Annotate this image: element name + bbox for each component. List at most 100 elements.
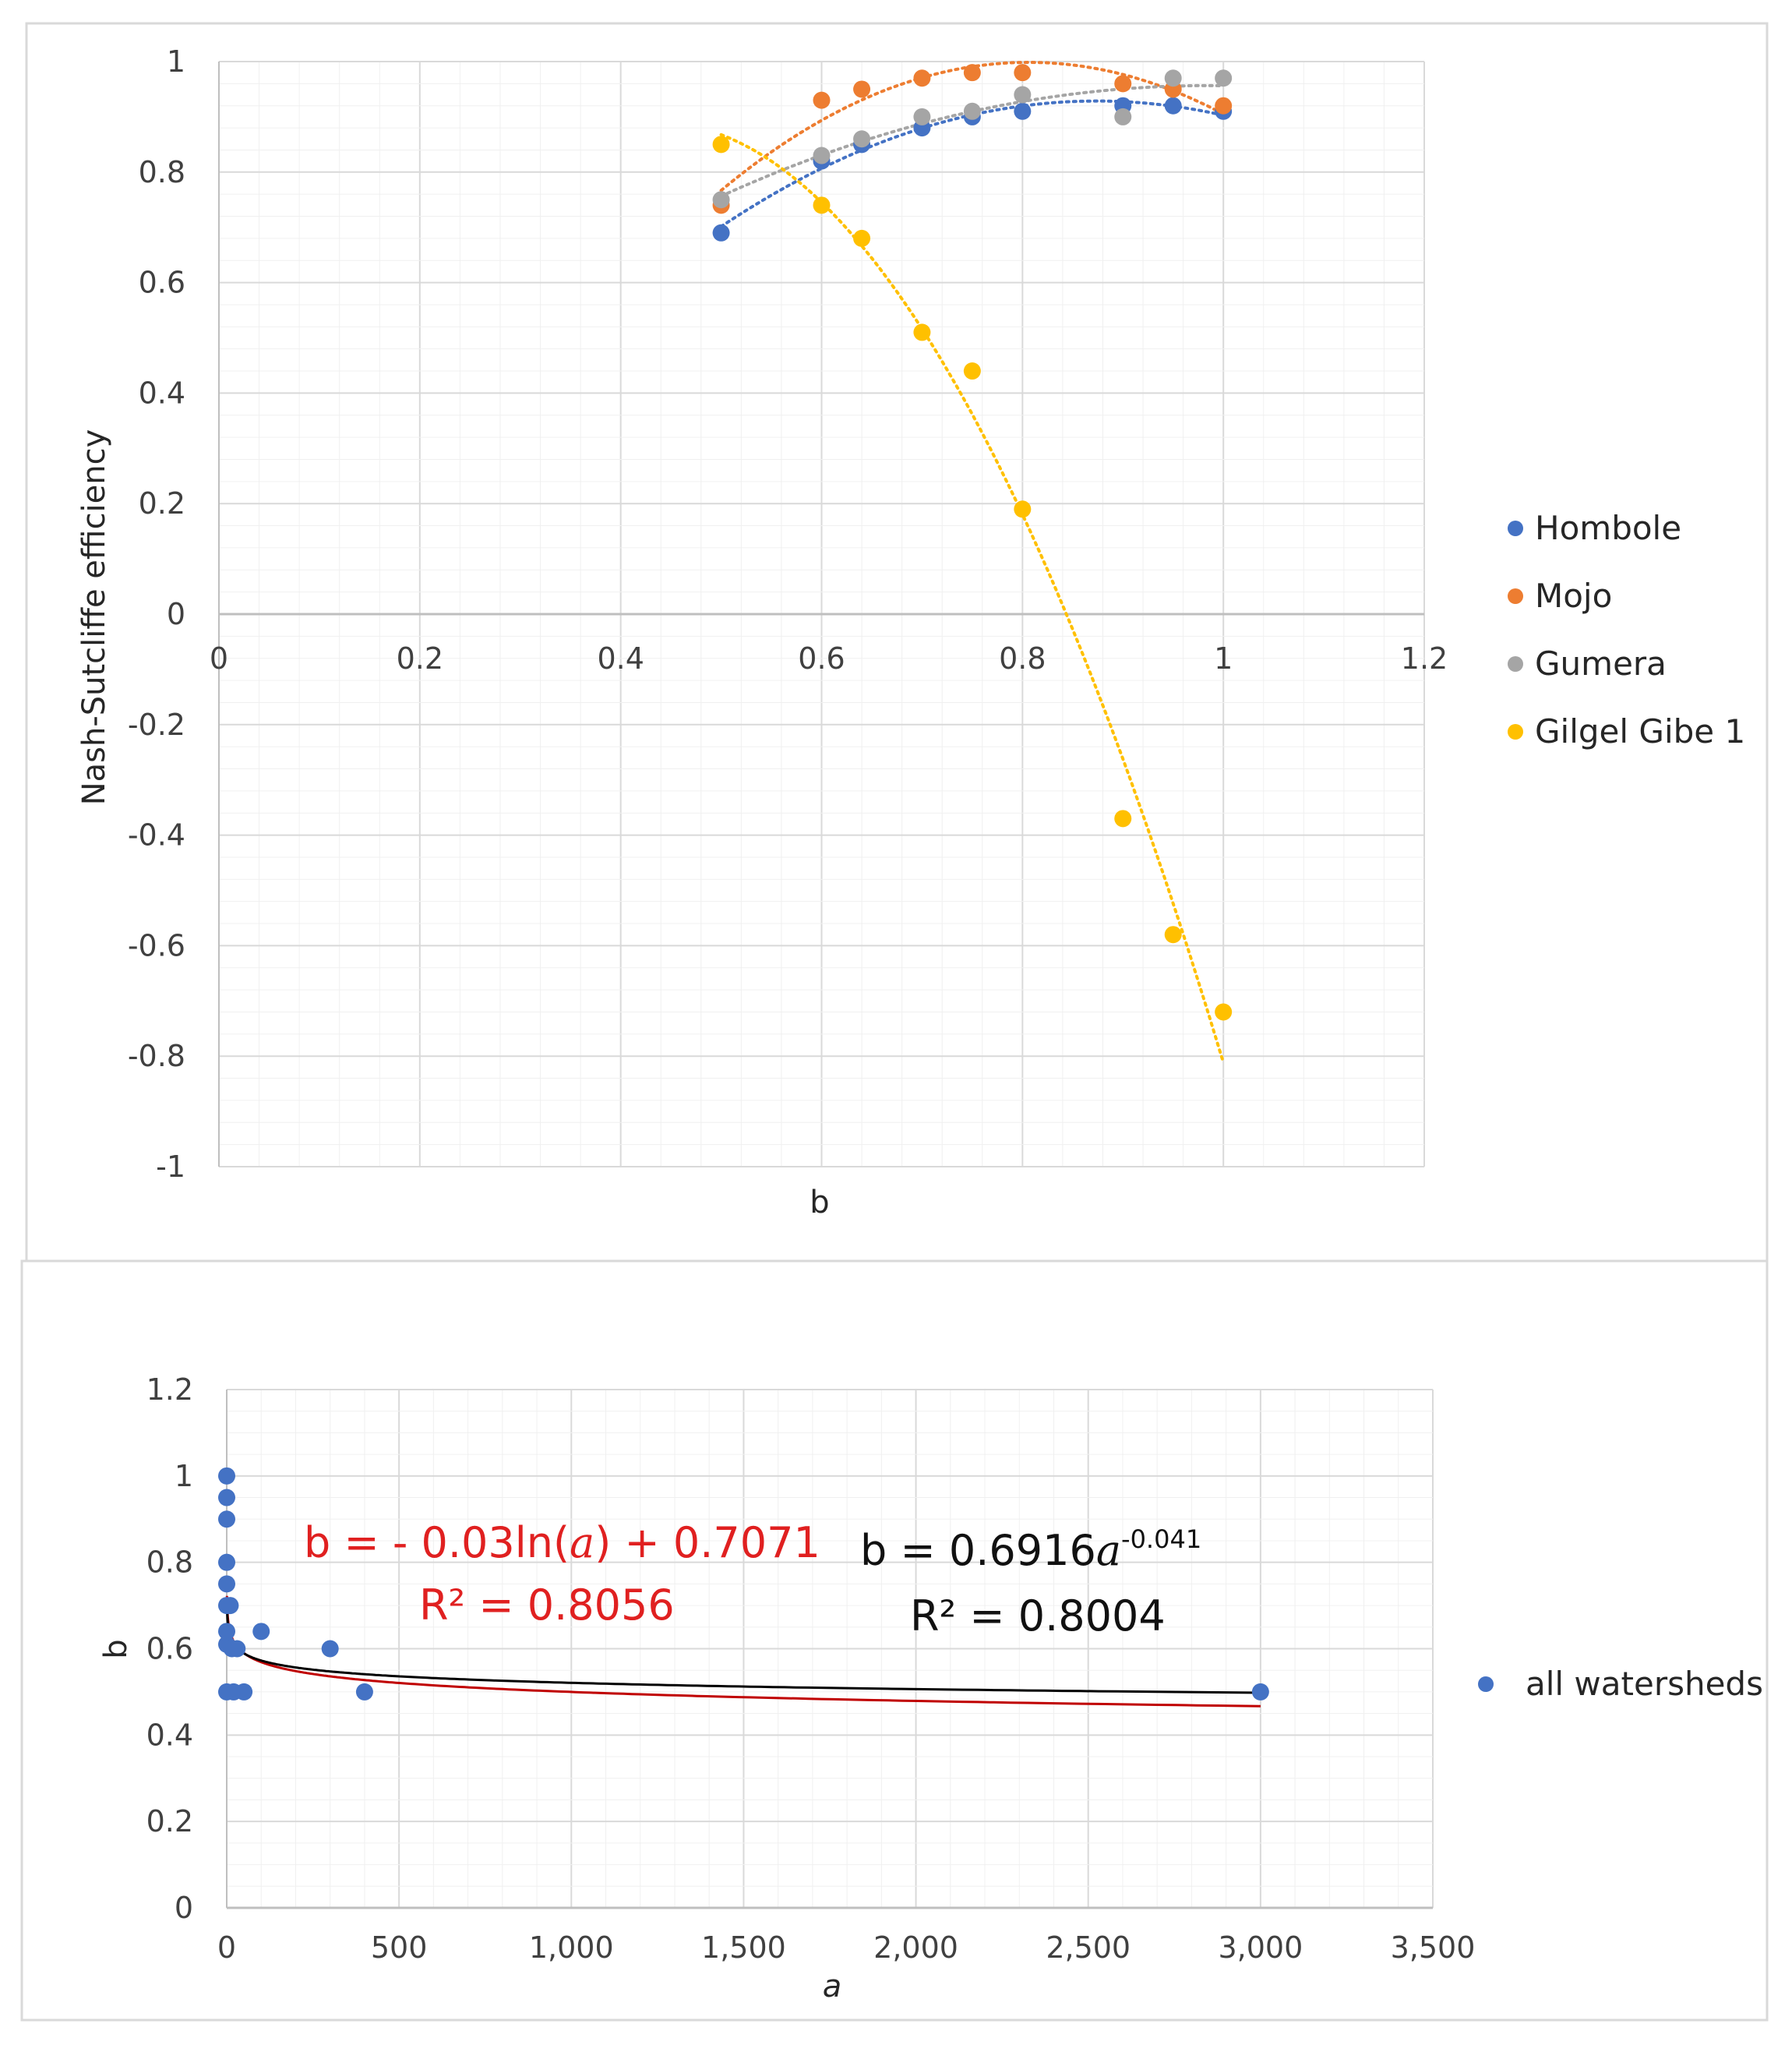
chart2-point: [252, 1623, 270, 1641]
chart2-point: [355, 1683, 373, 1701]
chart1-legend-marker: [1508, 724, 1523, 740]
chart1-y-axis-title: Nash-Sutcliffe efficiency: [76, 429, 112, 806]
chart2-point: [235, 1683, 253, 1701]
chart1-point-gumera: [1215, 69, 1233, 87]
bottom-panel-frame: [20, 1259, 1769, 2022]
chart1-point-gumera: [813, 147, 831, 164]
chart1-point-gumera: [913, 108, 931, 125]
chart2-point: [218, 1575, 235, 1593]
chart2-y-tick-label: 0.2: [146, 1804, 193, 1838]
chart1-point-mojo: [1114, 75, 1132, 93]
chart1-legend: Hombole Mojo Gumera Gilgel Gibe 1: [1508, 509, 1745, 751]
chart1-x-tick-label: 1: [1214, 641, 1233, 676]
chart1-point-mojo: [1215, 97, 1233, 115]
chart1-x-tick-label: 0.6: [798, 641, 845, 676]
chart2-x-tick-label: 1,000: [529, 1930, 614, 1965]
chart1-point-gumera: [1164, 69, 1182, 87]
chart2-y-tick-label: 0: [175, 1891, 193, 1925]
chart1-point-gumera: [1014, 86, 1032, 104]
chart2-point: [218, 1510, 235, 1528]
chart1-point-gilgel-gibe-1: [853, 229, 871, 247]
chart1-point-mojo: [963, 64, 981, 82]
chart2-y-tick-label: 1: [175, 1459, 193, 1493]
chart1-legend-marker: [1508, 521, 1523, 536]
chart1-x-tick-label: 1.2: [1401, 641, 1448, 676]
chart1-point-mojo: [853, 80, 871, 98]
chart1-point-gilgel-gibe-1: [712, 136, 730, 154]
chart1-x-tick-label: 0: [210, 641, 228, 676]
chart1-y-tick-label: -0.2: [128, 708, 185, 742]
chart1-point-gilgel-gibe-1: [1114, 810, 1132, 828]
chart2-point: [218, 1489, 235, 1506]
chart1-point-gumera: [712, 191, 730, 209]
chart1-y-tick-label: 0.6: [139, 266, 185, 300]
chart1-point-mojo: [913, 69, 931, 87]
chart1-y-tick-label: -0.6: [128, 928, 185, 962]
chart1-y-tick-label: 0: [167, 597, 185, 631]
chart2-x-tick-label: 3,000: [1218, 1930, 1303, 1965]
chart1-point-hombole: [1164, 97, 1182, 115]
chart2-gridlines: [226, 1389, 1434, 1909]
chart2-y-axis-title: b: [98, 1639, 134, 1658]
chart2-x-tick-label: 1,500: [701, 1930, 786, 1965]
chart1-x-tick-label: 0.2: [397, 641, 443, 676]
chart2-point: [218, 1623, 235, 1641]
chart1-point-hombole: [1014, 102, 1032, 120]
chart1-legend-label: Hombole: [1535, 509, 1681, 547]
chart1-legend-label: Mojo: [1535, 577, 1612, 615]
chart1-y-tick-label: -0.8: [128, 1039, 185, 1073]
chart1-y-tick-label: 0.8: [139, 155, 185, 189]
chart1-trendline-gilgel-gibe-1: [719, 132, 1226, 1065]
chart2-legend-marker: [1478, 1676, 1494, 1692]
log-trend-equation: b = - 0.03ln(a) + 0.7071: [304, 1518, 820, 1567]
chart2-x-tick-label: 0: [217, 1930, 236, 1965]
power-trend-r2: R² = 0.8004: [910, 1591, 1166, 1641]
chart1-point-gilgel-gibe-1: [913, 323, 931, 341]
chart1-point-mojo: [1014, 64, 1032, 82]
chart1-y-tick-label: 0.4: [139, 376, 185, 410]
chart1-point-gilgel-gibe-1: [1014, 500, 1032, 518]
chart2-x-axis-title: a: [823, 1969, 842, 2004]
chart1-point-gilgel-gibe-1: [813, 196, 831, 214]
chart2-x-tick-label: 2,500: [1046, 1930, 1131, 1965]
chart1-axes: [218, 62, 1424, 1167]
chart2-legend: all watersheds: [1478, 1665, 1763, 1703]
chart2-y-tick-label: 0.4: [146, 1718, 193, 1752]
chart2-y-tick-label: 0.8: [146, 1545, 193, 1580]
top-panel-frame: [25, 22, 1769, 1263]
chart2-points: [218, 1467, 1269, 1701]
chart1-point-gumera: [853, 130, 871, 148]
chart2-point: [218, 1467, 235, 1485]
chart1-y-tick-label: 1: [167, 44, 185, 79]
chart2-y-tick-label: 0.6: [146, 1632, 193, 1666]
chart2-x-tick-label: 3,500: [1391, 1930, 1476, 1965]
chart1-y-tick-label: -0.4: [128, 818, 185, 853]
power-trend-equation: b = 0.6916a-0.041: [860, 1524, 1201, 1575]
chart1-point-gumera: [963, 102, 981, 120]
chart1-legend-marker: [1508, 656, 1523, 672]
chart2-tick-labels: 0 500 1,000 1,500 2,000 2,500 3,000 3,500 1.2 1 0.…: [98, 1372, 1475, 2004]
chart1-y-tick-label: 0.2: [139, 486, 185, 521]
chart1-point-gilgel-gibe-1: [1164, 926, 1182, 944]
chart2-y-tick-label: 1.2: [146, 1372, 193, 1407]
chart1-points: [712, 64, 1233, 1021]
chart2-legend-label: all watersheds: [1526, 1665, 1763, 1703]
chart2-point: [221, 1597, 239, 1615]
chart2-x-tick-label: 2,000: [873, 1930, 958, 1965]
chart1-legend-label: Gilgel Gibe 1: [1535, 712, 1745, 751]
chart1-point-gilgel-gibe-1: [963, 362, 981, 380]
chart1-y-tick-label: -1: [156, 1150, 185, 1184]
chart1-point-gilgel-gibe-1: [1215, 1003, 1233, 1021]
chart1-legend-label: Gumera: [1535, 645, 1667, 683]
chart2-point: [218, 1553, 235, 1571]
chart2-point: [321, 1640, 339, 1658]
chart1-point-hombole: [712, 224, 730, 242]
log-trend-r2: R² = 0.8056: [419, 1581, 675, 1630]
chart1-point-mojo: [813, 91, 831, 109]
chart2-x-tick-label: 500: [371, 1930, 428, 1965]
chart2-point: [1251, 1683, 1269, 1701]
chart1-x-tick-label: 0.8: [999, 641, 1046, 676]
chart1-x-tick-label: 0.4: [597, 641, 644, 676]
